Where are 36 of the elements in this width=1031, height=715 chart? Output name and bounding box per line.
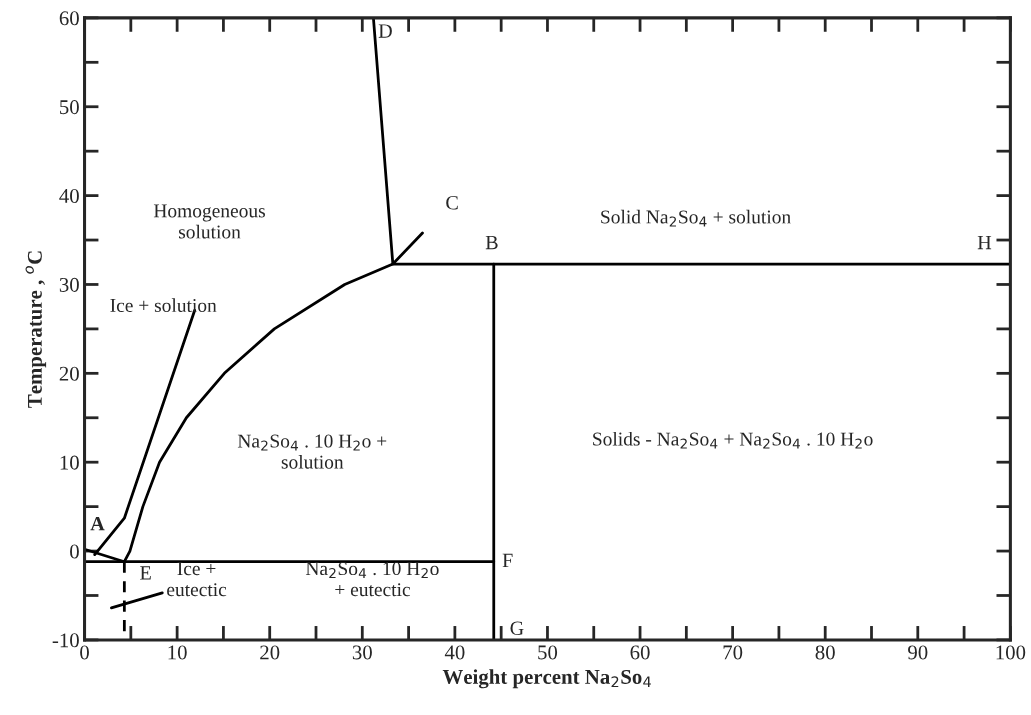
x-tick-label: 70 xyxy=(723,645,743,660)
x-tick-label: 0 xyxy=(80,645,89,660)
x-tick-label: 30 xyxy=(352,645,372,660)
y-tick-label: 10 xyxy=(60,455,79,470)
annotation: D xyxy=(378,24,392,38)
y-axis-title: Temperature , $^{o}$C xyxy=(25,251,47,408)
y-tick-label: 60 xyxy=(59,11,79,26)
annotation: H xyxy=(977,235,992,250)
annotation: F xyxy=(502,553,513,568)
y-tick-label: 0 xyxy=(70,544,79,559)
y-tick-label: 40 xyxy=(59,188,79,204)
annotation: Solid Na$_{2}$So$_{4}$ + solution xyxy=(601,209,791,227)
y-tick-label: 30 xyxy=(59,277,79,292)
x-tick-label: 40 xyxy=(444,645,465,660)
annotation: C xyxy=(446,196,458,210)
annotation: Ice + eutectic xyxy=(167,562,227,597)
annotation: Homogeneous solution xyxy=(153,204,265,239)
annotation: Ice + solution xyxy=(110,298,217,312)
text: Solids - Na$_{2}$So$_{4}$ + Na$_{2}$So$_{4}$ . 10 H$_{2}$o xyxy=(593,431,873,449)
x-tick-label: 10 xyxy=(168,645,187,660)
x-tick-label: 100 xyxy=(996,645,1026,660)
annotation: B xyxy=(485,235,498,250)
x-tick-label: 90 xyxy=(908,645,928,660)
annotation: E xyxy=(140,566,151,580)
annotation: Na$_{2}$So$_{4}$ . 10 H$_{2}$o + eutectic xyxy=(305,561,439,597)
annotation: G xyxy=(510,621,524,636)
y-tick-label: 20 xyxy=(59,366,79,381)
y-tick-label: 50 xyxy=(60,100,79,115)
annotation: A xyxy=(90,517,105,531)
annotation: Na$_{2}$So$_{4}$ . 10 H$_{2}$o + solution xyxy=(237,434,387,469)
x-axis-title: Weight percent Na$_{2}$So$_{4}$ xyxy=(442,669,651,689)
x-tick-label: 50 xyxy=(538,645,558,660)
x-tick-label: 20 xyxy=(260,645,280,660)
y-tick-label: -10 xyxy=(52,633,79,648)
x-tick-label: 80 xyxy=(815,645,835,660)
x-tick-label: 60 xyxy=(630,645,650,660)
